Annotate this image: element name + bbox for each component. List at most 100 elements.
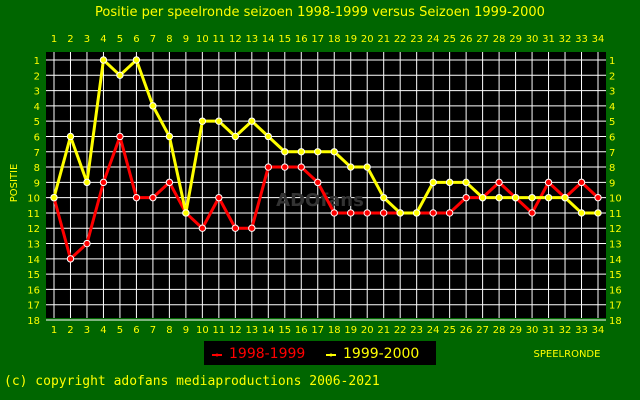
x-tick-label: 31 xyxy=(542,325,555,336)
x-tick-label: 18 xyxy=(328,325,341,336)
y-tick-label: 1 xyxy=(34,56,40,67)
x-tick-label: 33 xyxy=(575,325,588,336)
x-tick-label: 26 xyxy=(460,34,473,45)
y-tick-label: 16 xyxy=(27,285,40,296)
y-tick-label: 6 xyxy=(609,132,615,143)
x-tick-label: 34 xyxy=(592,325,605,336)
x-tick-label: 18 xyxy=(328,34,341,45)
data-point xyxy=(248,117,256,125)
x-tick-label: 17 xyxy=(311,34,324,45)
data-point xyxy=(165,178,174,187)
x-tick-label: 3 xyxy=(84,34,90,45)
data-point xyxy=(445,178,454,187)
y-tick-label: 15 xyxy=(609,270,622,281)
x-tick-label: 29 xyxy=(509,34,522,45)
x-tick-label: 34 xyxy=(592,34,605,45)
x-tick-label: 24 xyxy=(427,325,440,336)
watermark: ADOfans xyxy=(276,190,364,211)
x-tick-labels-bottom: 1 2 3 4 5 6 7 8 9 10 11 12 13 14 15 16 17 18 19 20 21 22 23 24 2… xyxy=(51,325,605,336)
y-tick-label: 14 xyxy=(27,255,40,266)
data-point xyxy=(412,209,421,217)
x-tick-label: 27 xyxy=(476,34,489,45)
x-tick-label: 7 xyxy=(150,325,156,336)
x-tick-label: 9 xyxy=(183,34,189,45)
y-tick-label: 11 xyxy=(27,209,40,220)
x-tick-label: 7 xyxy=(150,34,156,45)
x-tick-label: 23 xyxy=(410,325,423,336)
data-point xyxy=(116,132,124,141)
x-tick-label: 16 xyxy=(295,34,308,45)
legend: 1998-1999 1999-2000 xyxy=(212,346,419,362)
y-tick-label: 5 xyxy=(34,117,40,128)
x-tick-label: 17 xyxy=(311,325,324,336)
x-tick-label: 19 xyxy=(344,34,357,45)
legend-marker xyxy=(215,353,219,357)
data-point xyxy=(165,132,174,141)
data-point xyxy=(314,178,322,187)
x-tick-label: 29 xyxy=(509,325,522,336)
y-tick-label: 9 xyxy=(609,178,615,189)
x-tick-label: 11 xyxy=(212,325,225,336)
data-point xyxy=(264,163,273,171)
data-point xyxy=(379,209,388,217)
data-point xyxy=(511,193,520,202)
data-point xyxy=(495,178,503,187)
y-tick-label: 4 xyxy=(609,102,615,113)
x-tick-label: 2 xyxy=(67,34,73,45)
data-point xyxy=(363,163,371,171)
data-point xyxy=(594,209,602,217)
y-tick-label: 13 xyxy=(609,240,622,251)
series-1999-2000 xyxy=(50,56,602,217)
x-tick-label: 11 xyxy=(212,34,225,45)
x-tick-label: 12 xyxy=(229,325,242,336)
data-point xyxy=(116,71,124,79)
y-tick-label: 11 xyxy=(609,209,622,220)
data-point xyxy=(478,193,487,202)
data-point xyxy=(396,209,404,217)
x-tick-label: 1 xyxy=(51,325,57,336)
data-point xyxy=(544,193,553,202)
data-point xyxy=(528,209,536,217)
y-tick-label: 2 xyxy=(609,71,615,82)
x-tick-label: 25 xyxy=(443,34,456,45)
x-tick-label: 31 xyxy=(542,34,555,45)
data-point xyxy=(83,178,91,187)
legend-marker xyxy=(329,353,333,357)
legend-label: 1998-1999 xyxy=(229,346,305,362)
data-point xyxy=(495,193,503,202)
data-point xyxy=(462,178,470,187)
data-point xyxy=(264,132,273,141)
x-tick-label: 8 xyxy=(166,325,172,336)
watermark-text: ADOfans xyxy=(276,190,364,211)
data-point xyxy=(528,193,536,202)
x-tick-label: 26 xyxy=(460,325,473,336)
x-tick-label: 2 xyxy=(67,325,73,336)
y-tick-label: 15 xyxy=(27,270,40,281)
data-point xyxy=(594,193,602,202)
legend-label: 1999-2000 xyxy=(343,346,419,362)
y-tick-label: 4 xyxy=(34,102,40,113)
data-point xyxy=(314,148,322,156)
x-tick-label: 21 xyxy=(377,325,390,336)
data-point xyxy=(577,178,586,187)
x-tick-label: 15 xyxy=(278,325,291,336)
x-tick-labels-top: 1 2 3 4 5 6 7 8 9 10 11 12 13 14 15 16 17 18 19 20 21 22 23 24 2… xyxy=(51,34,605,45)
y-tick-label: 2 xyxy=(34,71,40,82)
y-tick-label: 10 xyxy=(609,194,622,205)
data-point xyxy=(231,224,240,232)
data-point xyxy=(429,178,437,187)
y-tick-label: 12 xyxy=(609,224,622,235)
x-tick-label: 23 xyxy=(410,34,423,45)
data-point xyxy=(330,148,338,156)
x-tick-label: 28 xyxy=(493,34,506,45)
chart-title: Positie per speelronde seizoen 1998-1999… xyxy=(95,5,545,20)
data-point xyxy=(66,255,75,263)
y-tick-label: 3 xyxy=(609,87,615,98)
x-tick-label: 22 xyxy=(394,34,407,45)
x-tick-label: 12 xyxy=(229,34,242,45)
y-tick-label: 14 xyxy=(609,255,622,266)
y-tick-label: 3 xyxy=(34,87,40,98)
y-tick-label: 6 xyxy=(34,132,40,143)
